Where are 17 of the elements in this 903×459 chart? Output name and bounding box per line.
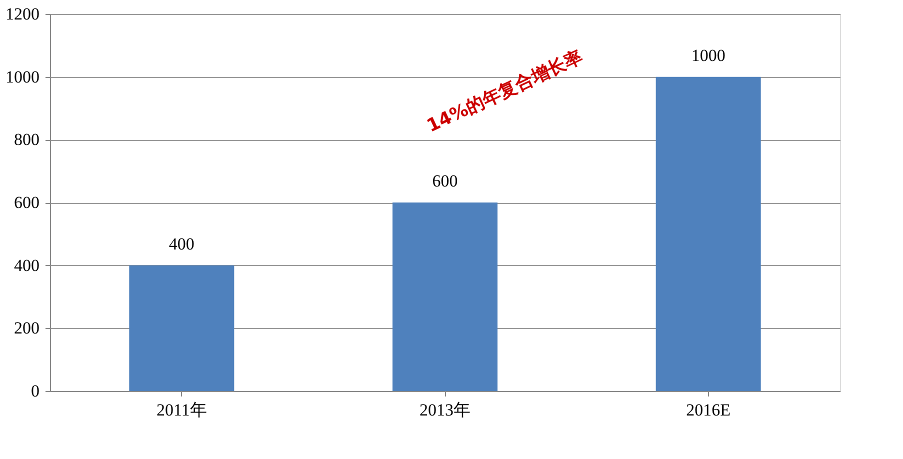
annotation: 14%的年复合增长率 (424, 46, 586, 137)
y-tick-label: 200 (14, 318, 40, 338)
y-tick-label: 1200 (6, 4, 40, 24)
x-tick-label: 2011年 (156, 400, 207, 420)
y-tick-label: 0 (31, 382, 40, 400)
y-tick-label: 400 (14, 256, 40, 275)
y-tick-label: 800 (14, 130, 40, 150)
data-label: 600 (432, 172, 458, 190)
y-tick-label: 1000 (6, 67, 40, 86)
x-tick-label: 2016E (686, 400, 731, 420)
bar (392, 202, 498, 391)
y-tick-label: 600 (14, 193, 40, 212)
bar (129, 265, 234, 391)
bar (656, 76, 761, 391)
data-label: 1000 (691, 46, 726, 65)
data-label: 400 (168, 234, 194, 254)
x-tick-label: 2013年 (420, 400, 470, 420)
